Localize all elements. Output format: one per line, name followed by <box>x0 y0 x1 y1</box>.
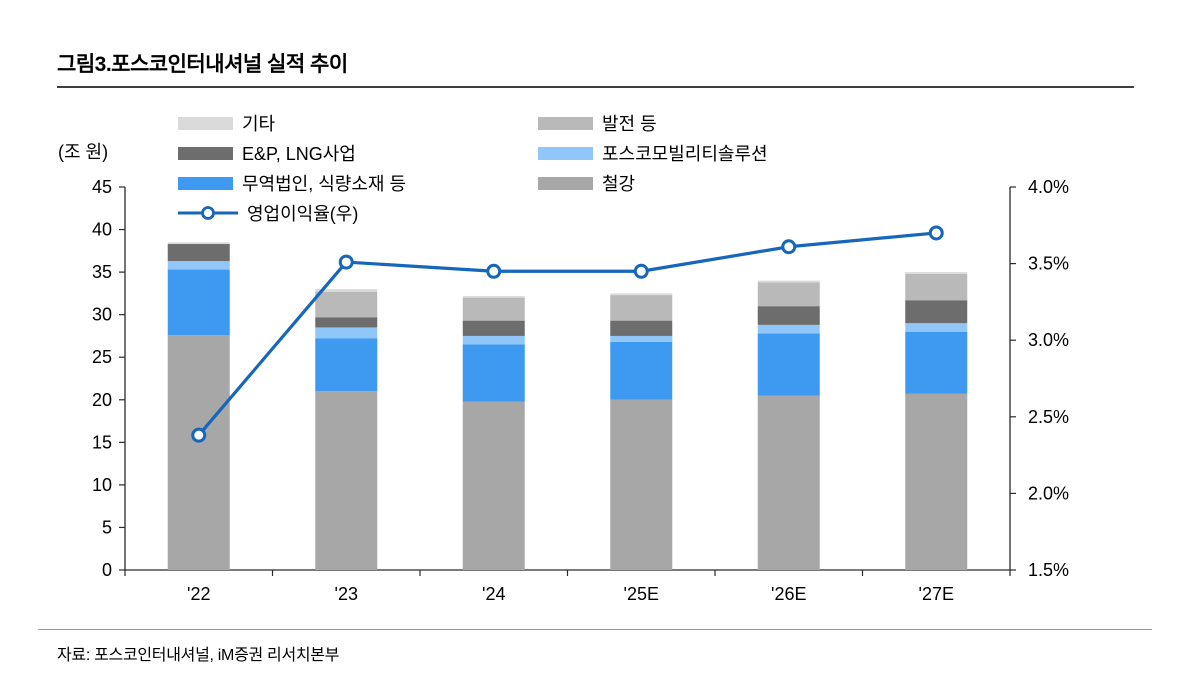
right-axis-tick-label: 3.0% <box>1028 330 1069 350</box>
legend-line-marker <box>178 206 238 220</box>
bar-segment-기타 <box>462 295 525 298</box>
bar-segment-E&P, LNG사업 <box>610 320 673 336</box>
bar-segment-포스코모빌리티솔루션 <box>610 335 673 342</box>
chart-title: 그림3.포스코인터내셔널 실적 추이 <box>57 53 348 76</box>
bar-segment-발전 등 <box>315 291 378 318</box>
right-axis-tick-label: 1.5% <box>1028 560 1069 580</box>
bar-segment-무역법인, 식량소재 등 <box>610 341 673 400</box>
left-axis-tick-label: 15 <box>92 432 112 452</box>
bar-segment-E&P, LNG사업 <box>462 320 525 336</box>
bar-segment-기타 <box>905 272 968 274</box>
left-axis-tick-label: 40 <box>92 220 112 240</box>
bar-segment-기타 <box>315 289 378 292</box>
left-axis-tick-label: 20 <box>92 390 112 410</box>
legend-item-포스코모빌리티솔루션: 포스코모빌리티솔루션 <box>538 140 768 166</box>
bar-segment-철강 <box>905 393 968 570</box>
bar-segment-포스코모빌리티솔루션 <box>905 323 968 332</box>
legend-swatch <box>178 146 233 160</box>
line-marker <box>486 263 502 279</box>
bar-segment-E&P, LNG사업 <box>905 300 968 324</box>
x-axis-category-label: '25E <box>624 584 659 604</box>
legend-item-무역법인, 식량소재 등: 무역법인, 식량소재 등 <box>178 170 406 196</box>
legend-item-영업이익율(우): 영업이익율(우) <box>178 200 358 226</box>
operating-margin-line <box>197 231 937 437</box>
left-axis-tick-label: 0 <box>102 560 112 580</box>
right-axis-tick-label: 4.0% <box>1028 177 1069 197</box>
bar-segment-발전 등 <box>905 273 968 301</box>
bar-segment-포스코모빌리티솔루션 <box>462 335 525 345</box>
bar-segment-기타 <box>167 242 230 245</box>
x-axis-category-label: '23 <box>335 584 358 604</box>
title-rule <box>57 86 1134 88</box>
bar-segment-E&P, LNG사업 <box>167 244 230 262</box>
legend-swatch <box>538 146 593 160</box>
legend-label: E&P, LNG사업 <box>242 144 356 164</box>
left-axis-tick-label: 35 <box>92 262 112 282</box>
line-marker <box>781 239 797 255</box>
legend-label: 영업이익율(우) <box>247 204 359 224</box>
right-axis-tick-label: 2.5% <box>1028 407 1069 427</box>
right-axis-tick-label: 2.0% <box>1028 483 1069 503</box>
legend-item-철강: 철강 <box>538 170 635 196</box>
source-note: 자료: 포스코인터내셔널, iM증권 리서치본부 <box>57 647 340 664</box>
bar-segment-철강 <box>462 401 525 570</box>
bar-segment-포스코모빌리티솔루션 <box>167 261 230 270</box>
bar-segment-발전 등 <box>757 282 820 307</box>
bar-segment-철강 <box>167 335 230 570</box>
bar-segment-무역법인, 식량소재 등 <box>315 338 378 392</box>
bar-segment-포스코모빌리티솔루션 <box>757 324 820 334</box>
footer-rule <box>38 629 1152 630</box>
legend-item-발전 등: 발전 등 <box>538 110 657 136</box>
left-axis-tick-label: 5 <box>102 517 112 537</box>
line-marker <box>338 254 354 270</box>
bar-segment-E&P, LNG사업 <box>757 306 820 325</box>
left-axis-tick-label: 30 <box>92 305 112 325</box>
legend-label: 철강 <box>602 174 636 194</box>
left-axis-tick-label: 45 <box>92 177 112 197</box>
bar-segment-무역법인, 식량소재 등 <box>462 344 525 402</box>
bar-segment-무역법인, 식량소재 등 <box>905 331 968 394</box>
left-axis-unit-label: (조 원) <box>58 142 109 162</box>
bar-segment-E&P, LNG사업 <box>315 317 378 328</box>
bar-segment-기타 <box>757 280 820 283</box>
right-axis-tick-label: 3.5% <box>1028 254 1069 274</box>
bar-segment-철강 <box>610 399 673 570</box>
legend-swatch <box>538 116 593 130</box>
legend-item-E&P, LNG사업: E&P, LNG사업 <box>178 140 356 166</box>
legend-label: 무역법인, 식량소재 등 <box>242 174 407 194</box>
legend-label: 기타 <box>242 114 276 134</box>
left-axis-tick-label: 10 <box>92 475 112 495</box>
bar-segment-포스코모빌리티솔루션 <box>315 327 378 339</box>
legend-swatch <box>538 176 593 190</box>
bar-segment-기타 <box>610 293 673 296</box>
legend-label: 포스코모빌리티솔루션 <box>602 144 768 164</box>
x-axis-category-label: '27E <box>919 584 954 604</box>
left-axis-tick-label: 25 <box>92 347 112 367</box>
line-marker <box>191 427 207 443</box>
legend-swatch <box>178 116 233 130</box>
bar-segment-철강 <box>315 391 378 570</box>
legend-item-기타: 기타 <box>178 110 275 136</box>
line-marker <box>633 263 649 279</box>
x-axis-category-label: '24 <box>482 584 505 604</box>
bar-segment-무역법인, 식량소재 등 <box>757 333 820 396</box>
legend-label: 발전 등 <box>602 114 657 134</box>
bar-segment-철강 <box>757 395 820 570</box>
bar-segment-발전 등 <box>462 297 525 321</box>
x-axis-category-label: '22 <box>187 584 210 604</box>
x-axis-category-label: '26E <box>771 584 806 604</box>
line-marker <box>928 225 944 241</box>
legend-swatch <box>178 176 233 190</box>
bar-segment-발전 등 <box>610 295 673 321</box>
bar-segment-무역법인, 식량소재 등 <box>167 269 230 336</box>
